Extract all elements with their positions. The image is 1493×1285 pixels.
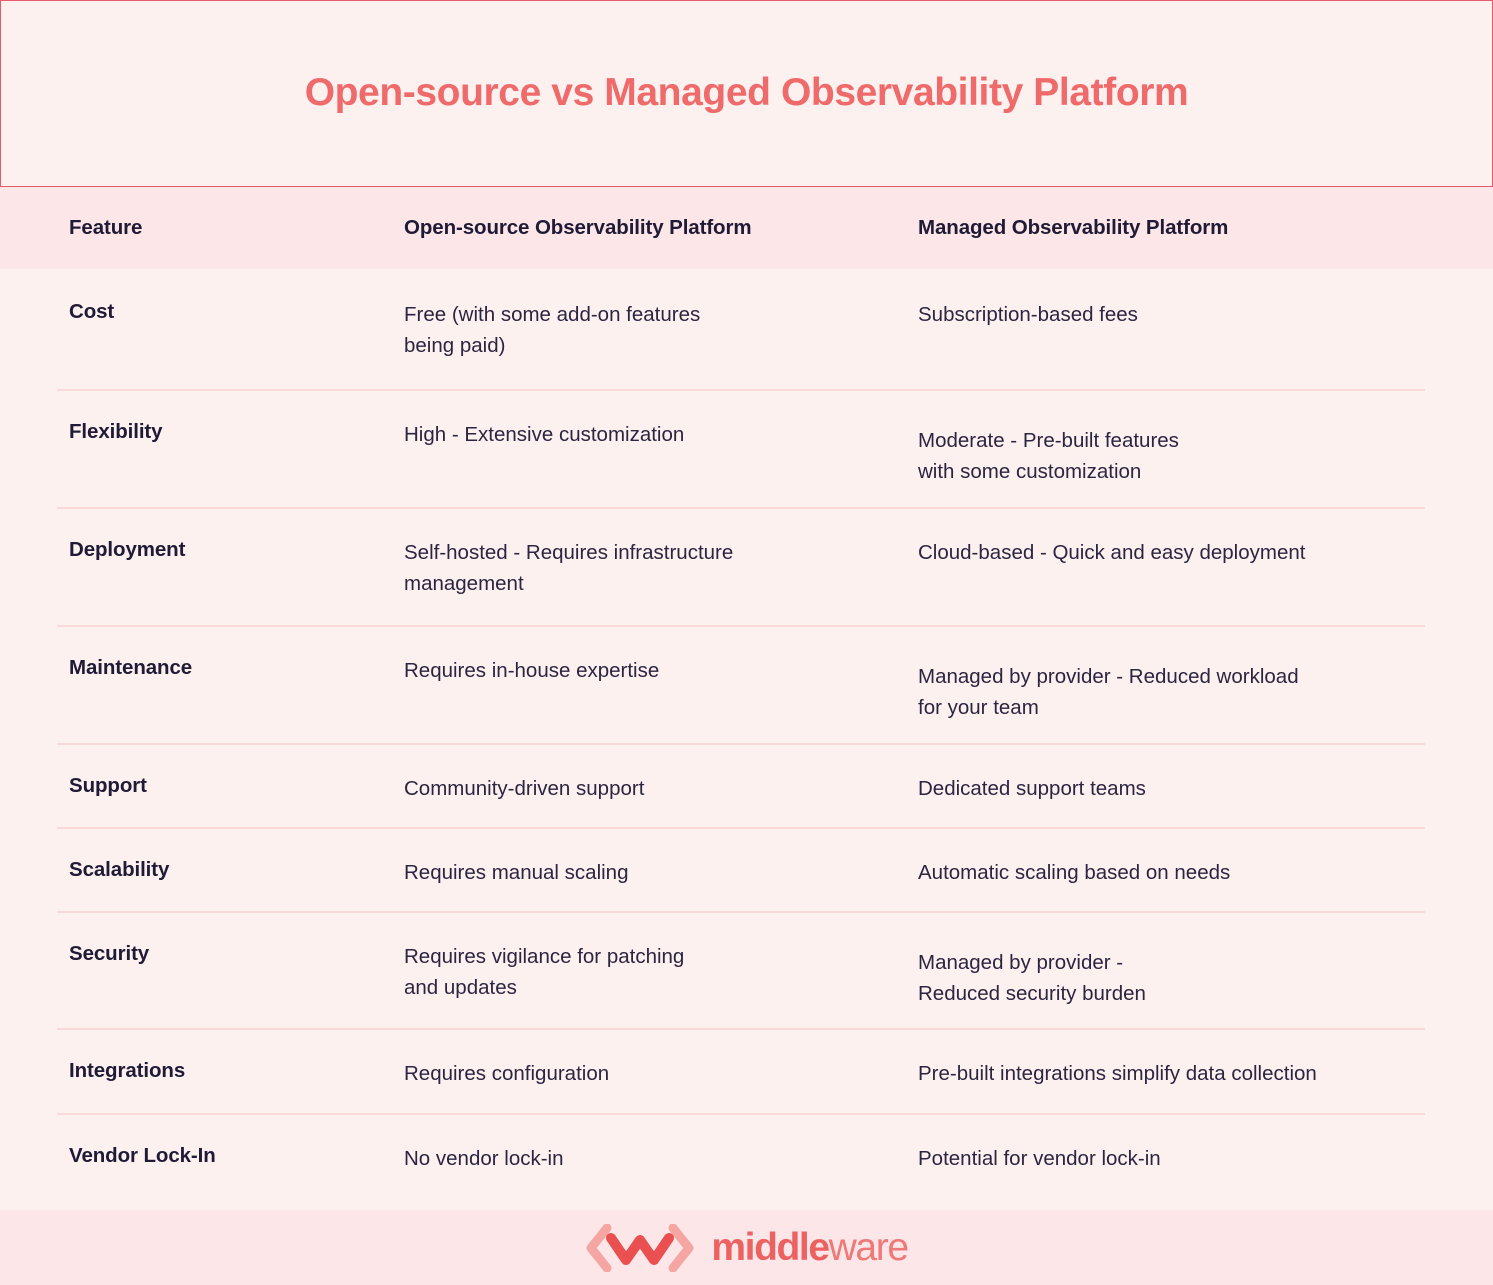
- comparison-table: Feature Open-source Observability Platfo…: [0, 187, 1493, 1205]
- row-feature-label: Cost: [69, 300, 115, 323]
- row-feature-label: Vendor Lock-In: [69, 1144, 216, 1167]
- row-divider: [57, 625, 1425, 627]
- title-banner: Open-source vs Managed Observability Pla…: [0, 0, 1493, 187]
- row-divider: [57, 507, 1425, 509]
- table-row: Scalability Requires manual scaling Auto…: [0, 827, 1493, 911]
- row-feature-label: Maintenance: [69, 656, 193, 679]
- row-managed-value: Automatic scaling based on needs: [918, 861, 1231, 884]
- row-feature-label: Integrations: [69, 1059, 186, 1082]
- row-open-source-value: Requires manual scaling: [404, 861, 629, 884]
- table-row: Deployment Self-hosted - Requires infras…: [0, 507, 1493, 625]
- footer-brand-bar: middleware: [0, 1210, 1493, 1285]
- table-header-row: Feature Open-source Observability Platfo…: [0, 187, 1493, 269]
- table-row: Flexibility High - Extensive customizati…: [0, 389, 1493, 507]
- page-title: Open-source vs Managed Observability Pla…: [304, 71, 1189, 115]
- brand-wordmark: middleware: [711, 1226, 909, 1269]
- row-feature-label: Scalability: [69, 858, 170, 881]
- row-open-source-value: High - Extensive customization: [404, 423, 685, 446]
- table-row: Cost Free (with some add-on features bei…: [0, 269, 1493, 389]
- table-row: Support Community-driven support Dedicat…: [0, 743, 1493, 827]
- middleware-logo: middleware: [585, 1223, 909, 1272]
- row-managed-value: Managed by provider - Reduced workload f…: [918, 665, 1299, 720]
- table-row: Integrations Requires configuration Pre-…: [0, 1028, 1493, 1113]
- row-feature-label: Flexibility: [69, 420, 163, 443]
- row-open-source-value: Requires vigilance for patching and upda…: [404, 945, 685, 1000]
- column-header-open-source: Open-source Observability Platform: [404, 216, 752, 239]
- row-open-source-value: No vendor lock-in: [404, 1147, 564, 1170]
- row-open-source-value: Self-hosted - Requires infrastructure ma…: [404, 541, 734, 596]
- row-open-source-value: Community-driven support: [404, 777, 645, 800]
- row-feature-label: Deployment: [69, 538, 186, 561]
- row-managed-value: Potential for vendor lock-in: [918, 1147, 1161, 1170]
- table-row: Vendor Lock-In No vendor lock-in Potenti…: [0, 1113, 1493, 1205]
- row-divider: [57, 827, 1425, 829]
- column-header-managed: Managed Observability Platform: [918, 216, 1229, 239]
- row-open-source-value: Requires in-house expertise: [404, 659, 660, 682]
- row-divider: [57, 389, 1425, 391]
- row-feature-label: Support: [69, 774, 147, 797]
- row-managed-value: Managed by provider - Reduced security b…: [918, 951, 1146, 1006]
- column-header-feature: Feature: [69, 216, 143, 239]
- row-divider: [57, 743, 1425, 745]
- row-managed-value: Cloud-based - Quick and easy deployment: [918, 541, 1306, 564]
- row-managed-value: Pre-built integrations simplify data col…: [918, 1062, 1317, 1085]
- row-divider: [57, 911, 1425, 913]
- row-managed-value: Moderate - Pre-built features with some …: [918, 429, 1179, 484]
- row-divider: [57, 1028, 1425, 1030]
- row-open-source-value: Requires configuration: [404, 1062, 610, 1085]
- brand-wordmark-bold: middle: [711, 1226, 830, 1269]
- middleware-chevron-logo-icon: [586, 1223, 694, 1272]
- row-feature-label: Security: [69, 942, 150, 965]
- table-row: Maintenance Requires in-house expertise …: [0, 625, 1493, 743]
- brand-wordmark-light: ware: [828, 1226, 909, 1269]
- table-row: Security Requires vigilance for patching…: [0, 911, 1493, 1028]
- row-divider: [57, 1113, 1425, 1115]
- row-managed-value: Dedicated support teams: [918, 777, 1146, 800]
- row-open-source-value: Free (with some add-on features being pa…: [404, 303, 701, 358]
- row-managed-value: Subscription-based fees: [918, 303, 1138, 326]
